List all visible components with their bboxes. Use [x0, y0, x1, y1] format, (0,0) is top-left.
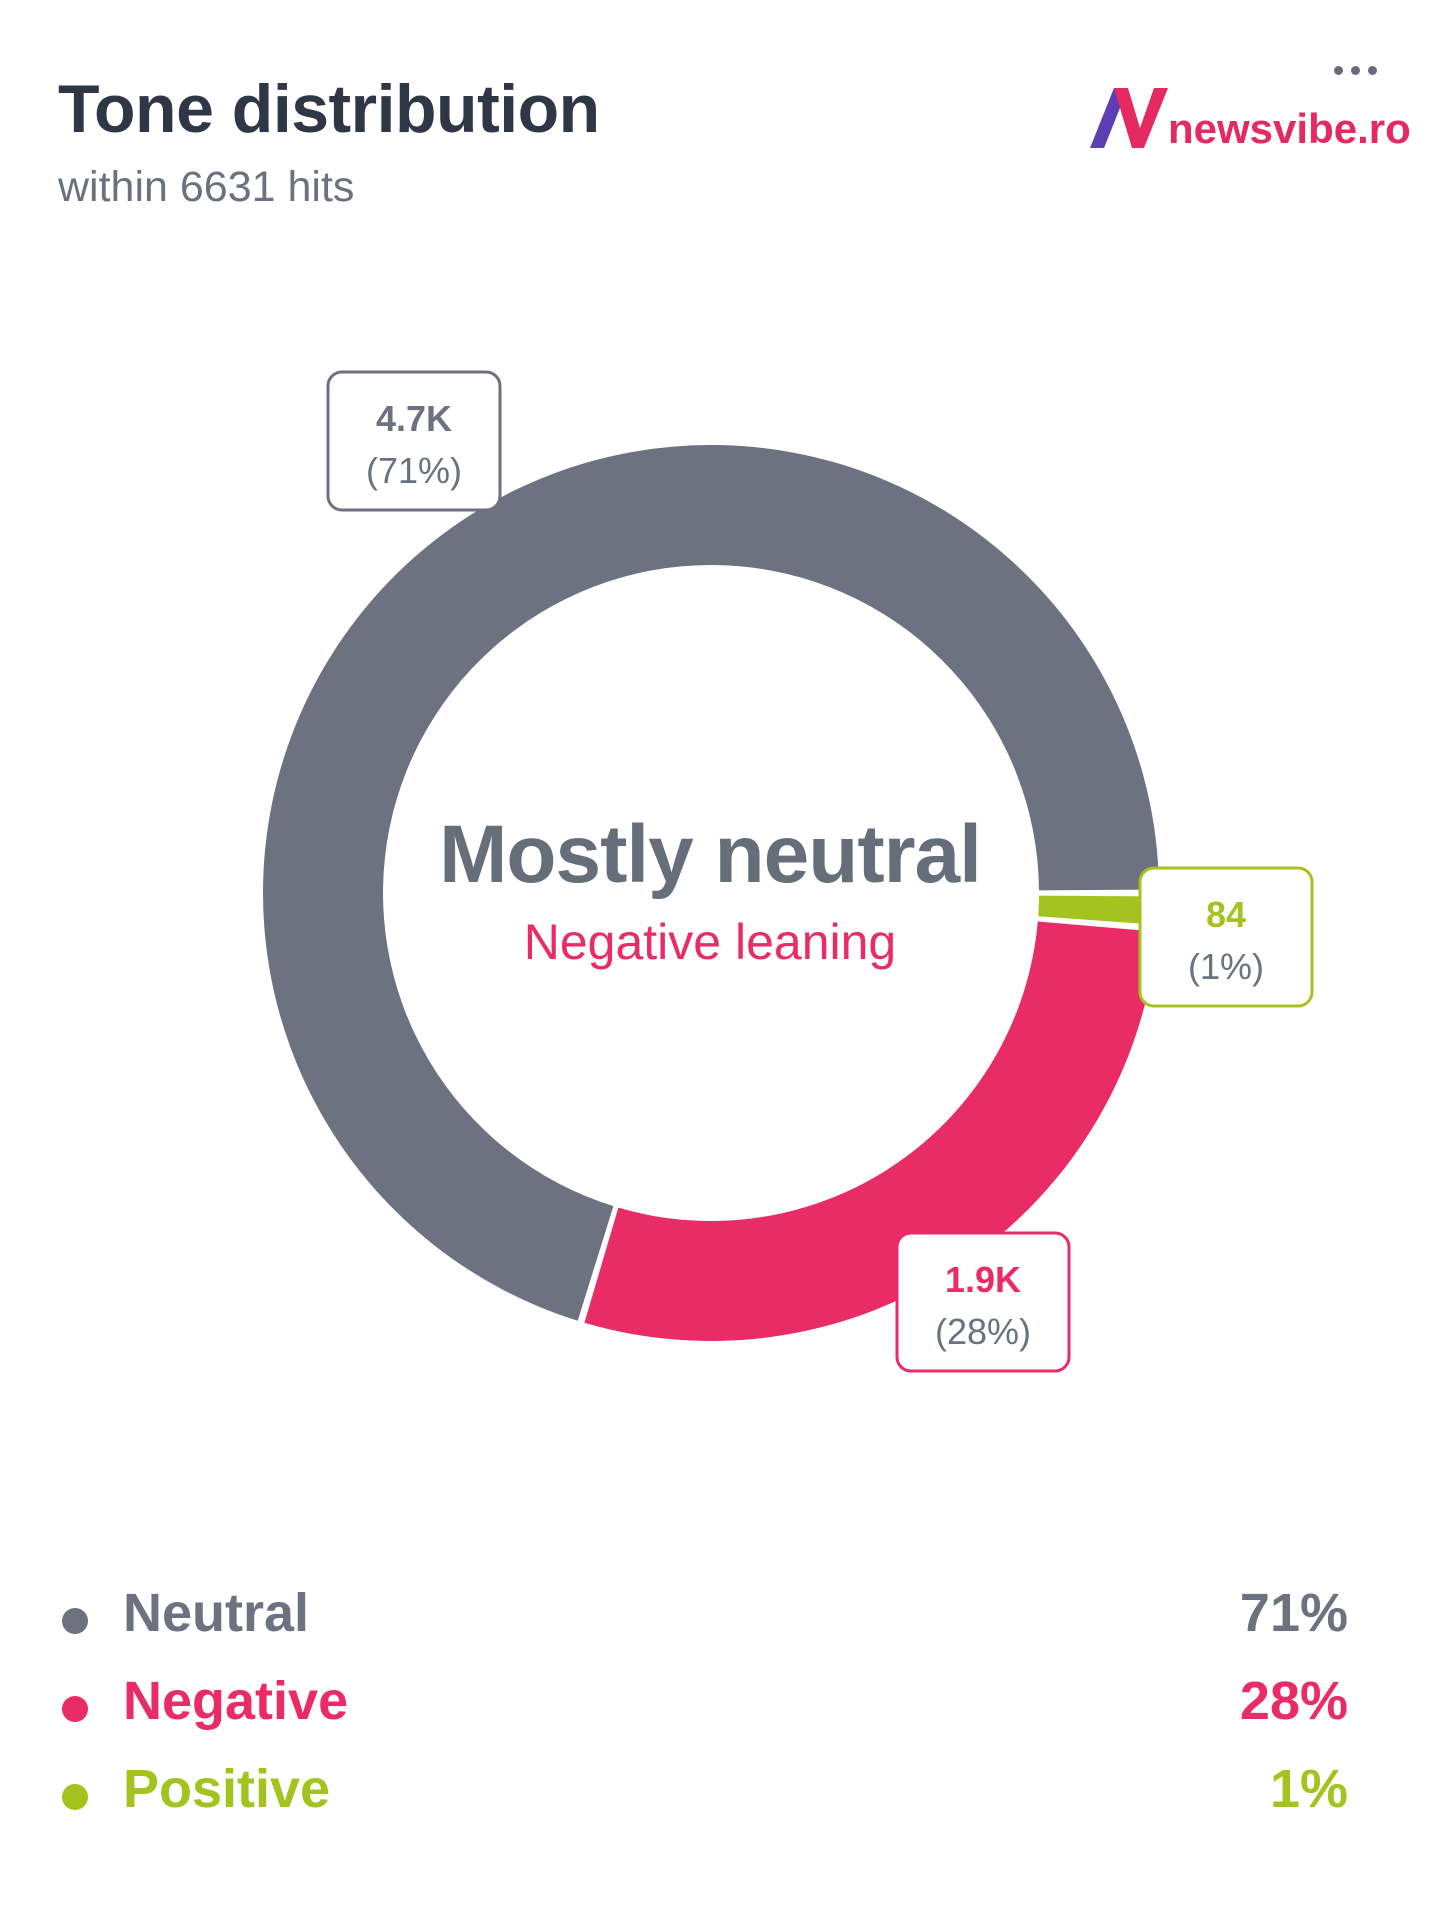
legend-item-neutral[interactable]: Neutral 71% — [58, 1582, 1348, 1652]
data-label-percent-positive: (1%) — [1188, 946, 1264, 987]
donut-slice-negative[interactable] — [584, 921, 1158, 1341]
donut-chart: 4.7K (71%) 1.9K (28%) 84 (1%) — [262, 370, 1314, 1373]
brand-logo: newsvibe.ro — [1088, 80, 1411, 155]
legend-item-negative[interactable]: Negative 28% — [58, 1670, 1348, 1740]
data-label-value-positive: 84 — [1206, 894, 1246, 935]
chart-center-subtitle: Negative leaning — [523, 914, 897, 970]
legend-item-positive[interactable]: Positive 1% — [58, 1758, 1348, 1828]
legend-dot-neutral — [62, 1608, 88, 1634]
legend-value-positive: 1% — [1269, 1759, 1348, 1819]
data-label-positive: 84 (1%) — [1138, 866, 1314, 1008]
data-label-value-neutral: 4.7K — [376, 398, 452, 439]
legend-label-positive: Positive — [123, 1759, 331, 1819]
legend-label-negative: Negative — [123, 1671, 349, 1731]
legend-value-neutral: 71% — [1239, 1583, 1348, 1643]
more-options-button[interactable] — [1320, 52, 1390, 88]
legend-label-neutral: Neutral — [123, 1583, 310, 1643]
data-label-negative: 1.9K (28%) — [895, 1231, 1071, 1373]
legend-dot-negative — [62, 1696, 88, 1722]
newsvibe-n-logo-icon — [1090, 88, 1168, 148]
brand-name: newsvibe.ro — [1168, 105, 1411, 152]
data-label-percent-negative: (28%) — [935, 1311, 1031, 1352]
donut-slice-positive[interactable] — [1038, 895, 1159, 925]
card-subtitle: within 6631 hits — [58, 163, 355, 211]
card-title: Tone distribution — [58, 71, 600, 147]
data-label-value-negative: 1.9K — [945, 1259, 1021, 1300]
more-horizontal-icon — [1333, 65, 1343, 75]
chart-center-title: Mostly neutral — [439, 809, 982, 900]
data-label-neutral: 4.7K (71%) — [326, 370, 502, 512]
legend-value-negative: 28% — [1239, 1671, 1348, 1731]
legend-dot-positive — [62, 1784, 88, 1810]
data-label-percent-neutral: (71%) — [366, 450, 462, 491]
